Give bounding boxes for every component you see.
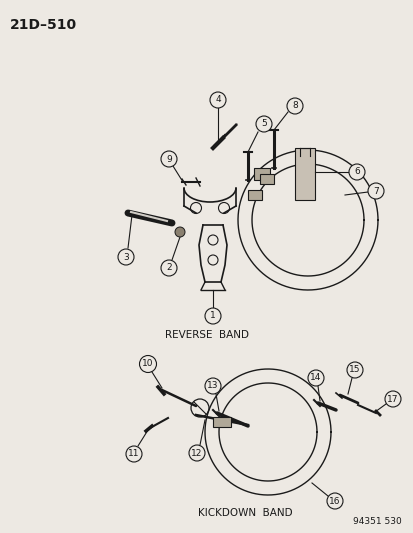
Circle shape — [307, 370, 323, 386]
Circle shape — [139, 356, 156, 373]
Text: 21D–510: 21D–510 — [10, 18, 77, 32]
Text: 2: 2 — [166, 263, 171, 272]
Circle shape — [367, 183, 383, 199]
Text: 7: 7 — [372, 187, 378, 196]
Circle shape — [161, 260, 177, 276]
FancyBboxPatch shape — [259, 174, 273, 184]
Circle shape — [209, 92, 225, 108]
Text: 1: 1 — [210, 311, 215, 320]
Circle shape — [175, 227, 185, 237]
Circle shape — [118, 249, 134, 265]
Text: 14: 14 — [310, 374, 321, 383]
Text: REVERSE  BAND: REVERSE BAND — [165, 330, 248, 340]
Circle shape — [286, 98, 302, 114]
Text: 9: 9 — [166, 155, 171, 164]
Circle shape — [384, 391, 400, 407]
Text: 11: 11 — [128, 449, 140, 458]
Text: 16: 16 — [328, 497, 340, 505]
Circle shape — [204, 308, 221, 324]
Text: 94351 530: 94351 530 — [352, 517, 401, 526]
FancyBboxPatch shape — [294, 148, 314, 200]
Circle shape — [326, 493, 342, 509]
Circle shape — [189, 445, 204, 461]
FancyBboxPatch shape — [254, 168, 269, 180]
Text: 3: 3 — [123, 253, 128, 262]
Circle shape — [348, 164, 364, 180]
Circle shape — [161, 151, 177, 167]
Text: 4: 4 — [215, 95, 220, 104]
Text: 15: 15 — [349, 366, 360, 375]
Circle shape — [204, 378, 221, 394]
FancyBboxPatch shape — [213, 417, 230, 427]
Circle shape — [126, 446, 142, 462]
Text: 17: 17 — [386, 394, 398, 403]
FancyBboxPatch shape — [248, 190, 262, 200]
Text: 13: 13 — [207, 382, 218, 391]
Text: 8: 8 — [292, 101, 297, 110]
Text: 12: 12 — [191, 448, 202, 457]
Text: 5: 5 — [261, 119, 266, 128]
Text: 10: 10 — [142, 359, 153, 368]
Text: 6: 6 — [353, 167, 359, 176]
Circle shape — [255, 116, 271, 132]
Circle shape — [346, 362, 362, 378]
Text: KICKDOWN  BAND: KICKDOWN BAND — [197, 508, 292, 518]
